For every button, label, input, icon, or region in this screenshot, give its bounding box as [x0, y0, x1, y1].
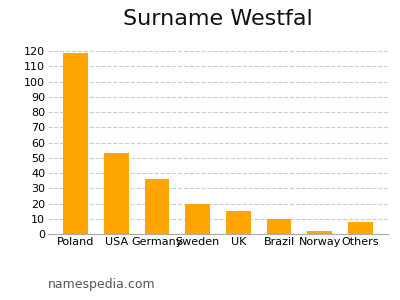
Bar — [145, 179, 169, 234]
Bar — [267, 219, 291, 234]
Bar — [226, 211, 250, 234]
Bar — [348, 222, 372, 234]
Bar — [64, 53, 88, 234]
Text: namespedia.com: namespedia.com — [48, 278, 156, 291]
Bar — [186, 203, 210, 234]
Bar — [104, 153, 128, 234]
Title: Surname Westfal: Surname Westfal — [123, 9, 313, 29]
Bar — [308, 231, 332, 234]
